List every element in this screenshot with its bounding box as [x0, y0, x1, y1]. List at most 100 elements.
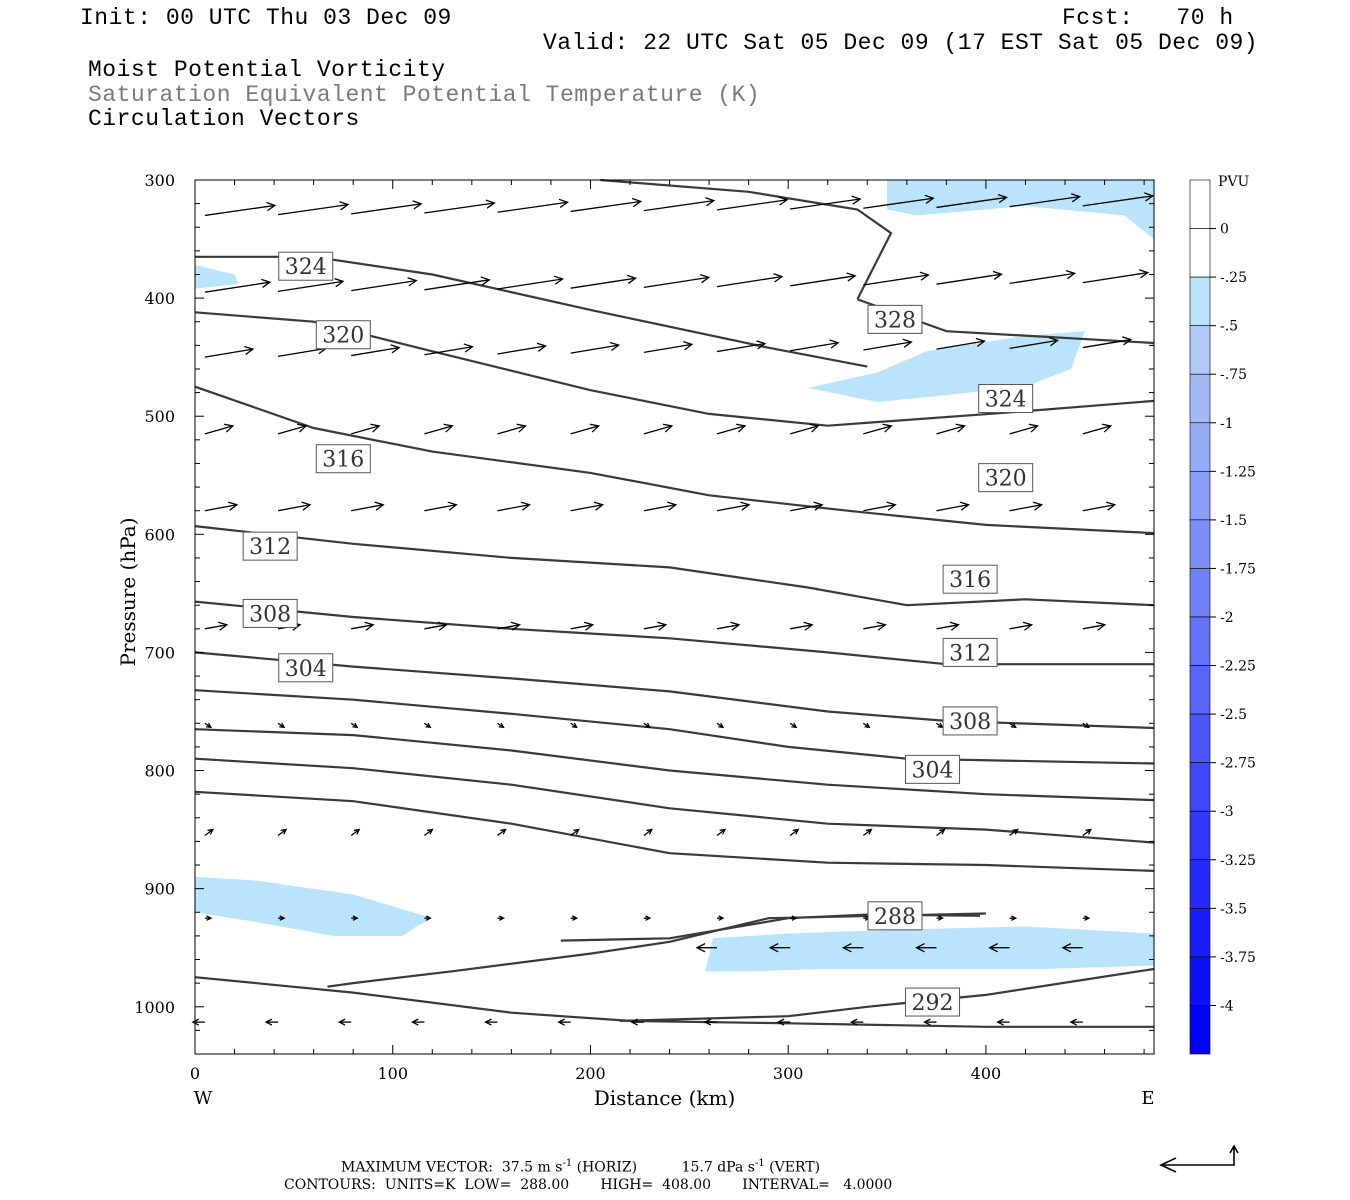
circulation-vector-119	[841, 943, 864, 953]
vector-shaft	[936, 624, 959, 630]
contour-label-7: 324	[978, 384, 1034, 413]
circulation-vector-57	[570, 501, 605, 512]
vector-head	[374, 501, 385, 511]
vector-head	[484, 1018, 492, 1026]
circulation-vector-84	[643, 722, 652, 729]
contour-label-14: 292	[905, 987, 961, 1017]
vector-shaft	[1009, 425, 1038, 435]
vector-shaft	[204, 624, 228, 630]
vector-head	[718, 722, 725, 729]
vector-head	[589, 423, 601, 433]
colorbar-label: -2	[1220, 610, 1234, 626]
vector-head	[1061, 943, 1072, 953]
circulation-vector-60	[790, 501, 824, 512]
circulation-vector-7	[716, 196, 789, 211]
colorbar-label: -2.5	[1220, 707, 1247, 723]
circulation-vector-125	[337, 1018, 352, 1026]
circulation-vector-87	[862, 722, 871, 729]
vector-shaft	[1082, 504, 1115, 512]
vector-shaft	[716, 828, 726, 837]
colorbar-label: -2.25	[1220, 659, 1256, 675]
circulation-vector-62	[936, 501, 970, 512]
vector-head	[919, 271, 930, 281]
circulation-vector-14	[277, 277, 345, 293]
vector-shaft	[423, 828, 433, 837]
contour-label-text: 324	[985, 388, 1027, 413]
vector-head	[705, 197, 716, 207]
y-tick-label: 400	[144, 289, 175, 308]
contour-label-box	[242, 598, 298, 628]
contour-line-3	[194, 525, 1155, 607]
circulation-vector-65	[204, 621, 229, 631]
vector-shaft	[1082, 828, 1092, 837]
contour-label-text: 316	[322, 448, 364, 473]
vector-shaft	[351, 504, 384, 512]
vector-head	[480, 276, 491, 286]
contour-label-text: 312	[249, 535, 291, 560]
colorbar-segment	[1189, 422, 1211, 472]
circulation-vector-38	[1082, 336, 1133, 349]
vector-shaft	[204, 348, 253, 358]
vector-shaft	[863, 624, 886, 630]
vector-shaft	[863, 425, 892, 435]
vector-shaft	[643, 828, 653, 837]
circulation-vector-63	[1009, 501, 1044, 512]
colorbar-label: -1	[1220, 416, 1234, 432]
vector-head	[1048, 337, 1060, 347]
vector-head	[510, 621, 521, 631]
circulation-vector-30	[497, 342, 547, 355]
vector-head	[593, 501, 605, 511]
colorbar-label: -3.25	[1220, 853, 1256, 869]
colorbar-label: -.25	[1220, 270, 1247, 286]
circulation-vector-53	[277, 501, 312, 512]
exp-horiz: -1	[562, 1158, 573, 1169]
circulation-vector-8	[790, 195, 862, 210]
vector-head	[334, 277, 345, 288]
circulation-vector-11	[1009, 193, 1082, 208]
vector-head	[736, 423, 747, 433]
forecast-hour: Fcst: 70 h	[1062, 5, 1234, 31]
circulation-vector-101	[936, 828, 946, 837]
circulation-vector-81	[424, 722, 432, 729]
circulation-vector-117	[695, 943, 718, 953]
contour-label-text: 320	[985, 467, 1027, 492]
vector-head	[1069, 1018, 1077, 1026]
circulation-vector-88	[936, 722, 944, 729]
circulation-vector-105	[278, 915, 286, 921]
contour-label-box	[978, 384, 1034, 413]
colorbar-label: -1.25	[1220, 464, 1256, 480]
vector-head	[809, 423, 820, 433]
max-vector-horiz-tag: (HORIZ)	[576, 1159, 638, 1176]
vector-head	[218, 621, 229, 631]
vector-head	[1139, 269, 1150, 279]
circulation-vector-135	[1069, 1018, 1083, 1026]
vector-head	[657, 621, 668, 631]
vector-head	[206, 722, 213, 729]
circulation-vector-112	[790, 915, 798, 921]
vector-shaft	[790, 275, 856, 287]
max-vector-line: MAXIMUM VECTOR: 37.5 m s-1 (HORIZ) 15.7 …	[341, 1158, 820, 1176]
contour-line-6	[194, 689, 1155, 765]
vector-shaft	[1009, 195, 1080, 208]
circulation-vector-13	[204, 278, 272, 293]
contour-label-text: 308	[949, 710, 991, 735]
vector-head	[730, 621, 741, 631]
vector-head	[1105, 501, 1117, 511]
colorbar-label: -4	[1220, 998, 1234, 1014]
vector-head	[571, 722, 578, 729]
circulation-vector-18	[570, 274, 638, 289]
vector-head	[646, 828, 653, 835]
contour-line-4	[194, 600, 1154, 666]
circulation-vector-129	[630, 1018, 644, 1026]
vector-shaft	[204, 828, 214, 837]
vector-shaft	[497, 828, 506, 837]
vector-head	[500, 828, 507, 835]
vector-head	[829, 339, 840, 349]
circulation-vector-43	[497, 423, 527, 435]
vector-head	[992, 270, 1003, 280]
vector-head	[813, 501, 824, 511]
contour-label-box	[978, 463, 1034, 493]
circulation-vector-130	[703, 1018, 718, 1026]
vector-head	[778, 196, 789, 206]
